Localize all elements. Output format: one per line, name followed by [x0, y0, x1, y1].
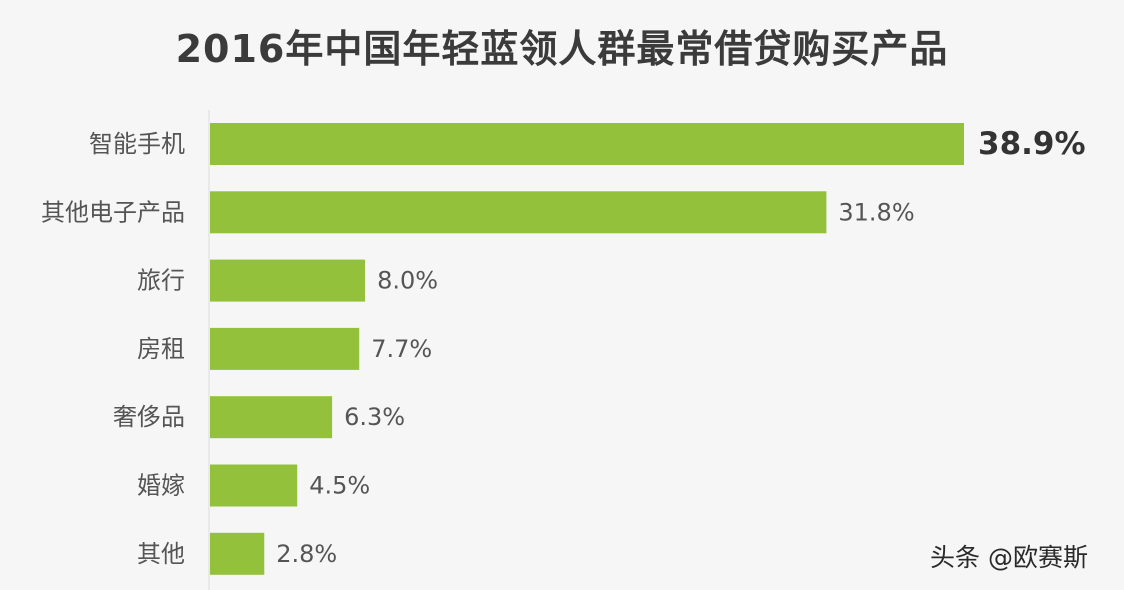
bar	[210, 532, 265, 575]
category-label: 房租	[137, 335, 185, 363]
bar	[210, 396, 333, 439]
value-label: 4.5%	[309, 472, 370, 500]
bar	[210, 123, 964, 165]
value-label: 6.3%	[344, 403, 405, 431]
category-label: 智能手机	[89, 130, 185, 158]
category-label: 其他电子产品	[41, 198, 185, 226]
bar	[210, 259, 366, 302]
bar	[210, 464, 298, 507]
category-label: 旅行	[137, 267, 185, 295]
bar	[210, 191, 827, 234]
watermark-text: 头条 @欧赛斯	[930, 543, 1088, 572]
category-label: 奢侈品	[113, 403, 185, 431]
value-label: 7.7%	[371, 335, 432, 363]
category-label: 婚嫁	[137, 472, 185, 500]
category-label: 其他	[137, 540, 185, 568]
value-label: 31.8%	[838, 198, 914, 226]
value-label: 38.9%	[978, 126, 1086, 162]
bars-group: 智能手机 38.9% 其他电子产品 31.8% 旅行 8.0% 房租 7.7% 奢侈品 6.3% 婚…	[41, 123, 1086, 575]
value-label: 8.0%	[377, 267, 438, 295]
chart-title: 2016年中国年轻蓝领人群最常借贷购买产品	[175, 27, 949, 71]
value-label: 2.8%	[276, 540, 337, 568]
bar	[210, 327, 360, 370]
